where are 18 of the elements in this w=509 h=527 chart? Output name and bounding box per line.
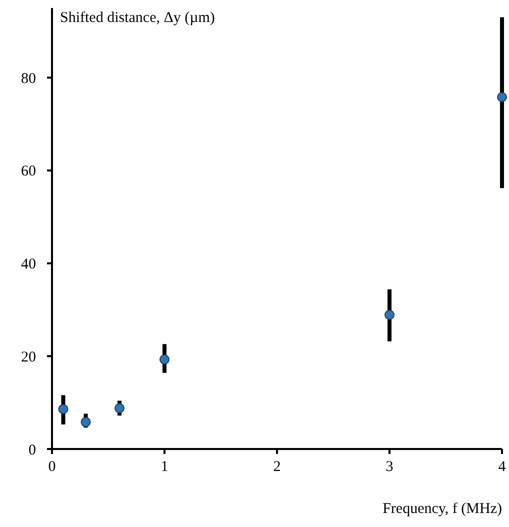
- y-tick-label: 60: [21, 164, 36, 180]
- x-tick-label: 4: [498, 459, 506, 475]
- point: [114, 403, 125, 414]
- x-tick-label: 2: [273, 459, 281, 475]
- y-tick-label: 0: [28, 442, 36, 458]
- point: [80, 417, 91, 428]
- point: [159, 354, 170, 364]
- x-tick-label: 1: [160, 459, 168, 475]
- y-tick-label: 40: [21, 256, 36, 273]
- point: [384, 310, 395, 320]
- x-tick-label: 0: [48, 459, 56, 475]
- y-axis-title: Shifted distance, Δy (µm): [60, 10, 215, 26]
- point: [58, 404, 68, 414]
- x-tick-label: 3: [386, 459, 394, 475]
- y-tick-label: 20: [21, 349, 36, 366]
- x-axis-title: Frequency, f (MHz): [382, 501, 502, 517]
- point: [496, 92, 508, 102]
- y-tick-label: 80: [21, 70, 36, 87]
